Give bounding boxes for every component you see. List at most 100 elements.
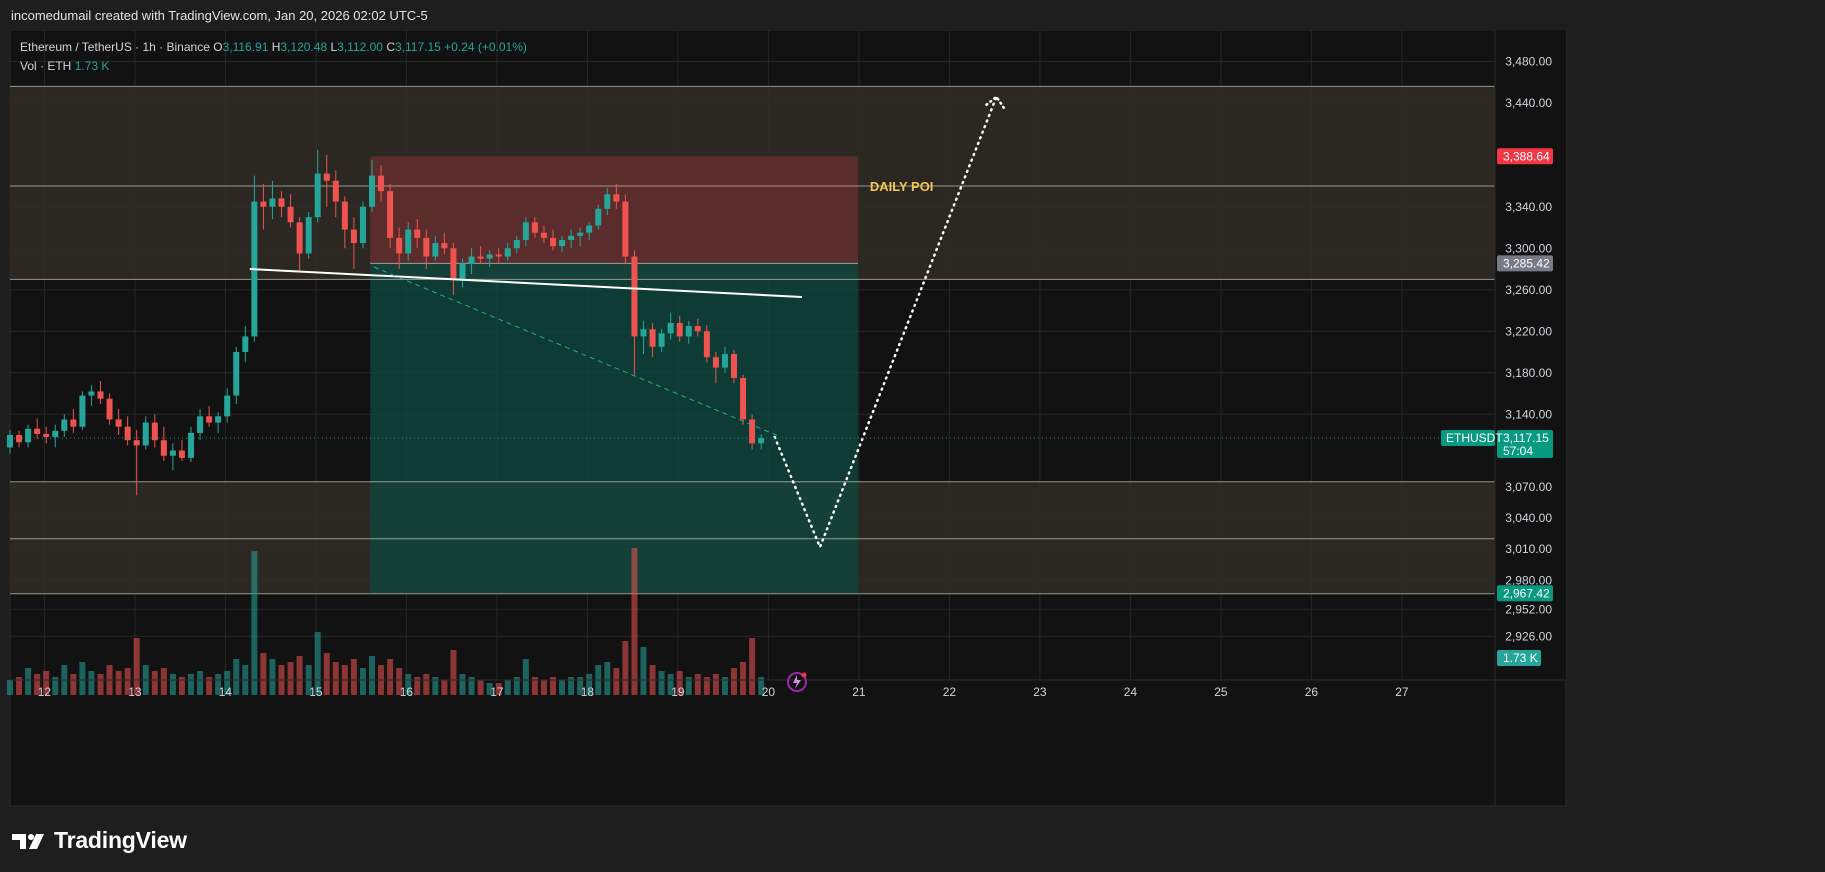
candle-body (495, 254, 502, 257)
price-tag-value: 2,967.42 (1503, 586, 1550, 600)
volume-bar (640, 647, 647, 695)
volume-bar (405, 674, 412, 695)
volume-bar (685, 677, 692, 695)
candle-body (7, 435, 13, 448)
change-value: +0.24 (+0.01%) (444, 40, 527, 54)
candle-body (178, 450, 185, 458)
dashed-trendline[interactable] (373, 266, 782, 438)
low-key: L (330, 40, 338, 54)
ohlc-row: Ethereum / TetherUS · 1h · Binance O3,11… (20, 38, 527, 57)
volume-bar (79, 662, 86, 695)
candle-body (242, 336, 249, 352)
time-tick-label: 21 (852, 685, 866, 699)
take-profit-area[interactable] (370, 263, 858, 594)
price-tag-value: 3,388.64 (1503, 149, 1550, 163)
volume-bar (495, 683, 502, 695)
price-tick-label: 2,926.00 (1505, 629, 1552, 643)
price-tag (1497, 255, 1553, 272)
price-tick-label: 3,140.00 (1505, 407, 1552, 421)
volume-bar (667, 674, 674, 695)
volume-bar (251, 551, 258, 695)
volume-bar (676, 671, 683, 695)
symbol-tag (1441, 429, 1495, 446)
candle-body (731, 354, 737, 378)
price-tick-label: 3,040.00 (1505, 511, 1552, 525)
candle-body (206, 416, 213, 423)
candle-body (369, 175, 375, 207)
price-tick-label: 2,952.00 (1505, 602, 1552, 616)
price-chart[interactable]: DAILY POI 3,480.00 3,440.00 3,340.00 3,300.… (0, 30, 1825, 810)
candle-body (396, 237, 403, 254)
volume-bar (731, 668, 737, 695)
candle-body (287, 206, 294, 223)
candle-body (513, 239, 520, 249)
candle-body (676, 322, 683, 337)
price-axis-bg (1495, 30, 1566, 680)
alert-dot (801, 672, 807, 678)
tradingview-wordmark: TradingView (54, 827, 187, 853)
candle-body (586, 225, 593, 233)
candle-body (414, 229, 421, 238)
volume-bar (740, 662, 747, 695)
time-tick-label: 19 (671, 685, 685, 699)
time-tick-label: 18 (581, 685, 595, 699)
volume-bar (721, 677, 728, 695)
candle-body (133, 440, 140, 446)
candle-body (568, 235, 575, 240)
candle-body (595, 208, 602, 226)
candle-body (142, 422, 149, 446)
volume-bar (559, 680, 566, 695)
volume-bar (359, 668, 366, 695)
candle-body (52, 430, 59, 438)
candle-body (721, 354, 728, 368)
candle-body (441, 243, 448, 249)
volume-bar (550, 677, 556, 695)
volume-value: 1.73 K (74, 59, 110, 73)
price-tag (1497, 148, 1553, 165)
drawings-layer[interactable] (249, 94, 1006, 551)
candle-body (531, 222, 538, 233)
price-axis[interactable]: 3,480.00 3,440.00 3,340.00 3,300.00 3,260.00… (1494, 30, 1566, 806)
candle-body (233, 352, 240, 396)
volume-bar (151, 671, 158, 695)
candle-body (97, 391, 104, 399)
time-tick-label: 22 (943, 685, 957, 699)
volume-bar (703, 677, 710, 695)
short-position-tool[interactable] (370, 156, 858, 594)
volume-bar (133, 638, 140, 695)
solid-trendline[interactable] (249, 268, 802, 299)
volume-bar (622, 641, 629, 695)
lightning-alert-icon[interactable] (787, 672, 807, 692)
time-axis[interactable]: 12 13 14 15 16 17 18 19 20 21 22 23 24 25 26 27 (10, 679, 1566, 699)
candle-body (432, 243, 439, 257)
price-tick-label: 3,440.00 (1505, 96, 1552, 110)
chart-frame[interactable]: DAILY POI 3,480.00 3,440.00 3,340.00 3,300.… (0, 30, 1825, 810)
tradingview-logo[interactable]: TradingView (12, 827, 187, 854)
open-value: 3,116.91 (222, 40, 269, 54)
candle-body (387, 191, 394, 238)
stop-loss-area[interactable] (370, 156, 858, 264)
volume-bar (658, 671, 665, 695)
candle-body (667, 322, 674, 334)
volume-bar (16, 677, 23, 695)
price-tick-label: 3,180.00 (1505, 366, 1552, 380)
candle-body (604, 194, 611, 209)
candle-body (188, 432, 194, 458)
volume-bar (531, 677, 538, 695)
volume-bar (287, 662, 294, 695)
high-value: 3,120.48 (280, 40, 328, 54)
volume-bar (423, 674, 430, 695)
volume-bar (88, 671, 95, 695)
volume-bar (613, 668, 620, 695)
candle-body (559, 239, 566, 247)
price-tick-label: 3,010.00 (1505, 542, 1552, 556)
projection-path[interactable] (773, 95, 998, 551)
volume-badge-label: 1.73 K (1503, 651, 1538, 665)
alert-ring (787, 672, 807, 692)
price-tick-label: 3,220.00 (1505, 324, 1552, 338)
top-bar: incomedumail created with TradingView.co… (0, 0, 1825, 30)
volume-bar (396, 668, 403, 695)
candle-body (359, 206, 366, 244)
price-tag (1497, 585, 1553, 602)
candle-body (332, 180, 339, 202)
